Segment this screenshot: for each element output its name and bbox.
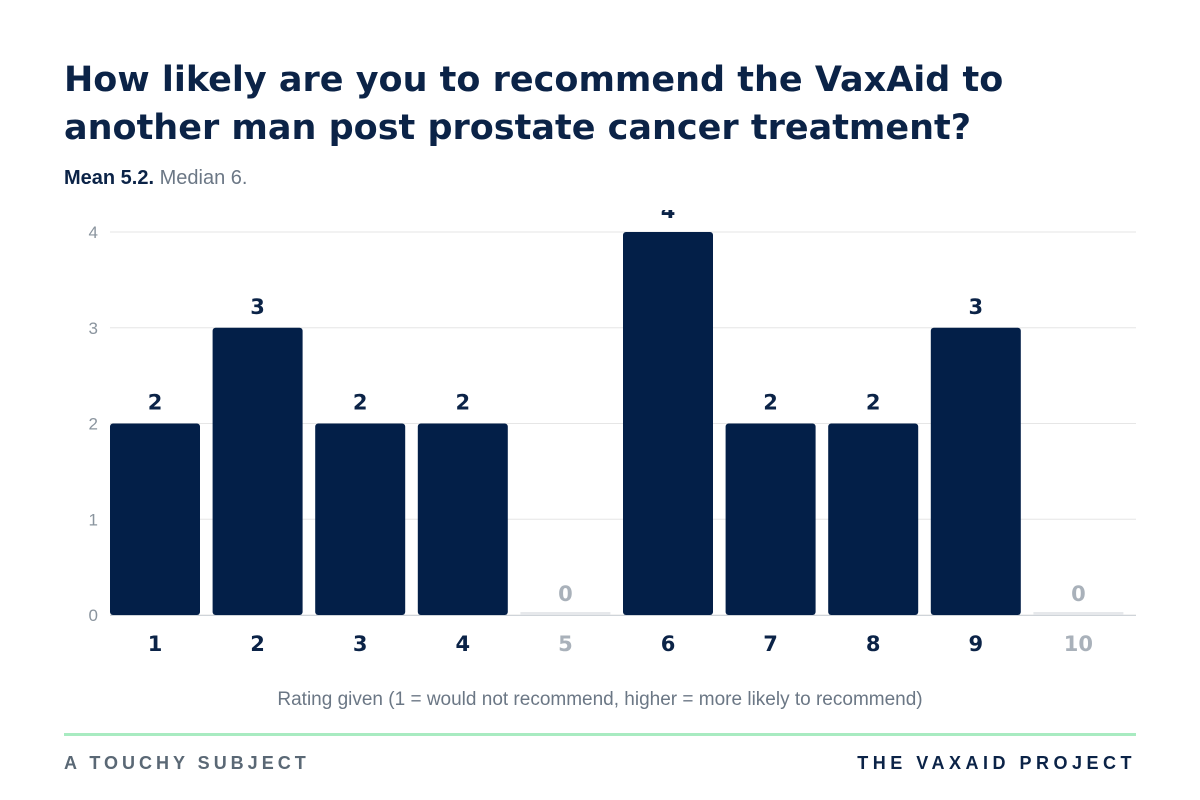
data-label: 2 [455, 391, 470, 415]
y-tick-label: 4 [89, 223, 98, 242]
bar [725, 423, 816, 615]
x-tick-label: 5 [558, 632, 573, 656]
footer-brand-right: THE VAXAID PROJECT [857, 753, 1136, 773]
data-label: 0 [1071, 582, 1086, 606]
bar [623, 232, 713, 615]
bar [315, 423, 406, 615]
data-label: 2 [763, 391, 778, 415]
bar [520, 612, 611, 615]
y-tick-label: 2 [89, 415, 98, 434]
bar [212, 327, 303, 615]
data-label: 2 [866, 391, 881, 415]
chart-title: How likely are you to recommend the VaxA… [64, 60, 1004, 148]
mean-stat: Mean 5.2. [64, 167, 155, 189]
footer-brand-left: A TOUCHY SUBJECT [64, 753, 310, 773]
x-tick-label: 10 [1064, 632, 1093, 656]
bar-chart: 0 1 2 3 4 2 1 3 2 2 3 2 4 0 5 4 6 2 7 2 8 3 9 0 10 [89, 210, 1136, 656]
y-tick-label: 0 [89, 606, 98, 625]
bar [1033, 612, 1124, 615]
x-tick-label: 7 [763, 632, 778, 656]
x-tick-label: 3 [353, 632, 368, 656]
bar [930, 327, 1021, 615]
x-tick-label: 4 [455, 632, 470, 656]
data-label: 3 [250, 295, 265, 319]
data-label: 4 [661, 210, 676, 223]
bar [828, 423, 919, 615]
chart-subtitle: Mean 5.2. Median 6. [64, 166, 247, 190]
y-tick-label: 3 [89, 319, 98, 338]
footer-divider [64, 733, 1136, 736]
data-label: 2 [353, 391, 368, 415]
x-axis-label: Rating given (1 = would not recommend, h… [277, 689, 923, 710]
bar [110, 423, 200, 615]
x-tick-label: 1 [148, 632, 163, 656]
data-label: 2 [148, 391, 163, 415]
data-label: 0 [558, 582, 573, 606]
x-tick-label: 8 [866, 632, 881, 656]
median-stat: Median 6. [159, 167, 248, 189]
x-tick-label: 6 [661, 632, 676, 656]
x-tick-label: 2 [250, 632, 265, 656]
data-label: 3 [968, 295, 983, 319]
bar [417, 423, 508, 615]
x-tick-label: 9 [968, 632, 983, 656]
y-tick-label: 1 [89, 510, 98, 529]
